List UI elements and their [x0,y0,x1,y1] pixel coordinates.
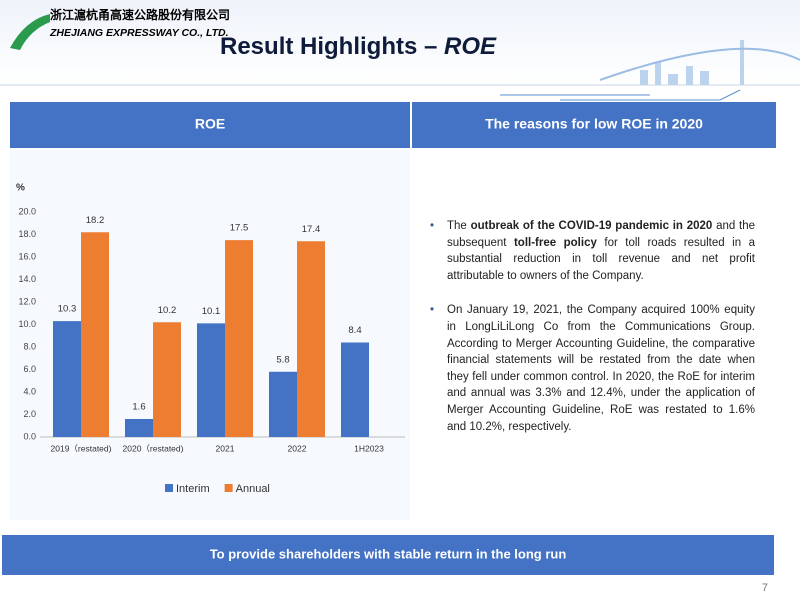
bullet-text: and the subsequent [447,220,755,249]
y-tick-label: 0.0 [23,431,36,441]
page-number: 7 [762,582,768,594]
x-tick-label: 1H2023 [354,443,384,453]
data-label: 17.5 [230,223,249,234]
data-label: 1.6 [132,402,145,413]
heading-bar [412,102,776,148]
logo-mark [10,14,50,50]
title-text: Result Highlights – [220,33,444,60]
legend-swatch [165,484,173,492]
right-heading: The reasons for low ROE in 2020 [485,116,703,132]
bar [269,371,297,437]
y-tick-label: 10.0 [18,319,36,329]
y-tick-label: 14.0 [18,274,36,284]
legend-swatch [224,484,233,492]
bullet: On January 19, 2021, the Company acquire… [430,302,755,435]
bullet-text: outbreak of the COVID-19 pandemic in 202… [470,220,713,232]
y-tick-label: 6.0 [23,364,36,374]
legend-label: Annual [236,483,270,495]
y-tick-label: 4.0 [23,386,36,396]
title: Result Highlights – ROE [220,33,497,60]
x-tick-label: 2022 [288,443,307,453]
data-label: 10.3 [58,304,77,315]
left-heading: ROE [195,116,225,132]
bullet-text: toll-free policy [513,236,597,249]
legend-label: Interim [176,483,210,495]
data-label: 10.1 [202,306,221,317]
data-label: 17.4 [302,224,321,235]
bar [197,323,225,437]
x-tick-label: 2019（restated) [51,443,112,453]
heading-bar [10,102,410,148]
data-label: 5.8 [276,354,289,365]
y-tick-label: 8.0 [23,341,36,351]
y-tick-label: 16.0 [18,251,36,261]
bar [153,322,181,437]
data-label: 10.2 [158,305,177,316]
x-tick-label: 2021 [216,443,235,453]
y-tick-label: 18.0 [18,229,36,239]
bar [341,342,369,437]
x-tick-label: 2020（restated) [123,443,184,453]
y-tick-label: 2.0 [23,409,36,419]
title-emphasis: ROE [444,33,497,60]
skyline [599,40,800,85]
bar [125,419,153,437]
bar [53,321,81,437]
bullet-text: for toll roads resulted in a substantial… [447,236,755,282]
bullet-text: On January 19, 2021, the Company acquire… [447,304,755,433]
y-axis-label: % [16,183,25,194]
footer-bar [2,535,774,575]
header-band [0,0,800,85]
bullet: The outbreak of the COVID-19 pandemic in… [430,218,755,284]
bullet-list: The outbreak of the COVID-19 pandemic in… [430,218,755,453]
y-tick-label: 12.0 [18,296,36,306]
bullet-text: The [447,220,471,232]
footer-text: To provide shareholders with stable retu… [210,546,567,561]
decor-lines [500,89,741,101]
y-tick-label: 20.0 [18,206,36,216]
company-cn: 浙江滬杭甬高速公路股份有限公司 [50,7,230,22]
data-label: 18.2 [86,215,105,226]
bar [297,241,325,437]
bar [81,232,109,437]
company-en: ZHEJIANG EXPRESSWAY CO., LTD. [49,27,229,39]
bar [225,240,253,437]
data-label: 8.4 [348,325,361,336]
